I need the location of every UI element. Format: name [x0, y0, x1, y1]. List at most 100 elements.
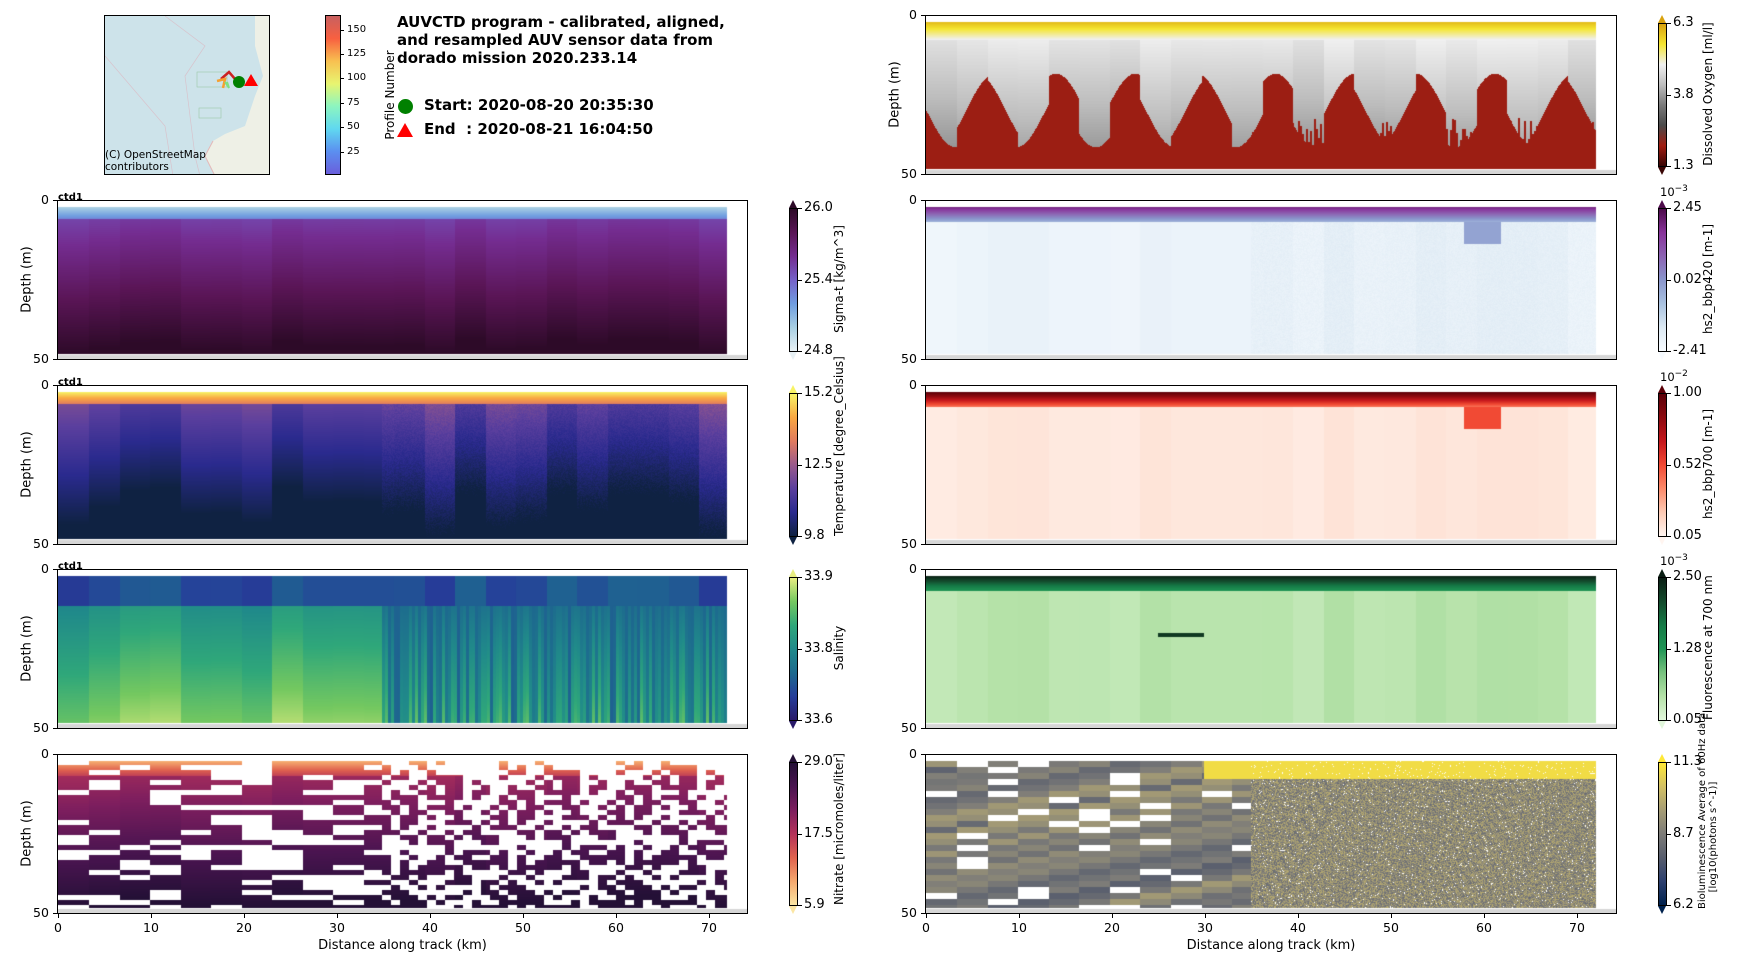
heatmap-right-2	[926, 201, 1616, 359]
map-attribution-2: contributors	[105, 161, 169, 173]
colorbar-tick-label: 15.2	[804, 385, 833, 400]
ctd-annotation: ctd1	[58, 192, 83, 203]
colorbar-tick	[798, 649, 802, 650]
colorbar-tick-label: 5.9	[804, 897, 825, 912]
y-tick-label: 0	[909, 377, 917, 392]
y-tick-label: 50	[33, 905, 49, 920]
map-drawing	[105, 16, 269, 174]
heatmap-left-2	[58, 386, 747, 544]
track-line	[220, 70, 236, 80]
colorbar-tick-label: 24.8	[804, 343, 833, 358]
y-tick-label: 0	[41, 192, 49, 207]
colorbar-tick	[1667, 536, 1671, 537]
colorbar-tick	[798, 351, 802, 352]
profile-colorbar-tick-label: 125	[347, 48, 367, 60]
colorbar-exponent: 10−2	[1660, 369, 1688, 384]
colorbar-exponent: 10−3	[1660, 553, 1688, 568]
colorbar-label: Temperature [degree_Celsius]	[832, 356, 846, 536]
colorbar-extend-min-icon	[1658, 906, 1666, 914]
y-tick	[921, 174, 925, 175]
colorbar-label: Fluorescence at 700 nm	[1701, 575, 1715, 720]
colorbar-extend-min-icon	[1658, 352, 1666, 360]
colorbar-label: hs2_bbp420 [m-1]	[1701, 223, 1715, 335]
x-tick-label: 10	[1011, 920, 1027, 935]
colorbar-tick	[1667, 465, 1671, 466]
y-tick-label: 0	[41, 377, 49, 392]
y-tick	[921, 200, 925, 201]
y-tick	[921, 359, 925, 360]
colorbar-tick	[798, 208, 802, 209]
profile-colorbar-tick-label: 50	[347, 121, 360, 133]
colorbar-left-1	[789, 208, 798, 352]
x-tick	[523, 914, 524, 918]
heatmap-right-5	[926, 755, 1616, 913]
colorbar-extend-max-icon	[1658, 15, 1666, 23]
colorbar-tick-label: 1.00	[1673, 385, 1702, 400]
y-tick-label: 50	[901, 720, 917, 735]
x-tick-label: 70	[1569, 920, 1585, 935]
x-tick	[616, 914, 617, 918]
end-marker	[244, 74, 258, 86]
y-tick	[53, 754, 57, 755]
y-tick-label: 0	[909, 746, 917, 761]
plot-axes-right-4	[925, 569, 1617, 729]
x-tick	[1298, 914, 1299, 918]
x-tick	[1577, 914, 1578, 918]
profile-colorbar-tick-label: 25	[347, 145, 360, 157]
y-tick	[921, 544, 925, 545]
colorbar-tick	[798, 393, 802, 394]
colorbar-tick-label: 0.05	[1673, 528, 1702, 543]
colorbar-tick	[798, 905, 802, 906]
colorbar-tick-label: 26.0	[804, 200, 833, 215]
colorbar-left-4	[789, 762, 798, 906]
plot-axes-left-4	[57, 754, 748, 914]
plot-axes-left-3	[57, 569, 748, 729]
colorbar-tick	[1667, 351, 1671, 352]
x-tick	[58, 914, 59, 918]
plot-axes-left-1	[57, 200, 748, 360]
x-tick-label: 60	[608, 920, 624, 935]
y-tick	[53, 359, 57, 360]
colorbar-right-1	[1658, 23, 1667, 167]
colorbar-extend-min-icon	[1658, 537, 1666, 545]
colorbar-tick	[798, 762, 802, 763]
x-tick-label: 40	[422, 920, 438, 935]
x-tick	[709, 914, 710, 918]
x-tick-label: 20	[1104, 920, 1120, 935]
colorbar-tick-label: 33.9	[804, 569, 833, 584]
profile-colorbar-tick-label: 75	[347, 96, 360, 108]
heatmap-left-3	[58, 570, 747, 728]
ctd-annotation: ctd1	[58, 561, 83, 572]
x-axis-label: Distance along track (km)	[318, 938, 487, 953]
y-tick-label: 0	[909, 192, 917, 207]
ctd-annotation: ctd1	[58, 377, 83, 388]
plot-axes-right-1	[925, 15, 1617, 175]
colorbar-label: hs2_bbp700 [m-1]	[1701, 408, 1715, 520]
colorbar-extend-min-icon	[789, 537, 797, 545]
colorbar-extend-min-icon	[789, 352, 797, 360]
colorbar-tick-label: 6.2	[1673, 897, 1694, 912]
colorbar-tick	[1667, 762, 1671, 763]
colorbar-tick	[798, 720, 802, 721]
colorbar-extend-max-icon	[1658, 200, 1666, 208]
x-tick-label: 30	[1197, 920, 1213, 935]
colorbar-left-2	[789, 393, 798, 537]
profile-colorbar	[325, 15, 341, 175]
colorbar-extend-max-icon	[1658, 569, 1666, 577]
colorbar-tick-label: 1.28	[1673, 641, 1702, 656]
x-tick-label: 0	[54, 920, 62, 935]
y-tick-label: 50	[901, 905, 917, 920]
x-tick	[1484, 914, 1485, 918]
colorbar-tick	[1667, 577, 1671, 578]
profile-colorbar-tick	[341, 127, 344, 129]
start-legend-marker	[398, 99, 413, 114]
colorbar-right-3	[1658, 393, 1667, 537]
x-tick-label: 20	[236, 920, 252, 935]
track-map: (C) OpenStreetMap contributors	[104, 15, 270, 175]
x-tick	[1019, 914, 1020, 918]
colorbar-tick	[1667, 720, 1671, 721]
colorbar-label: Nitrate [micromoles/liter]	[832, 753, 846, 905]
colorbar-tick-label: 11.3	[1673, 754, 1702, 769]
colorbar-tick	[798, 536, 802, 537]
profile-colorbar-tick	[341, 78, 344, 80]
